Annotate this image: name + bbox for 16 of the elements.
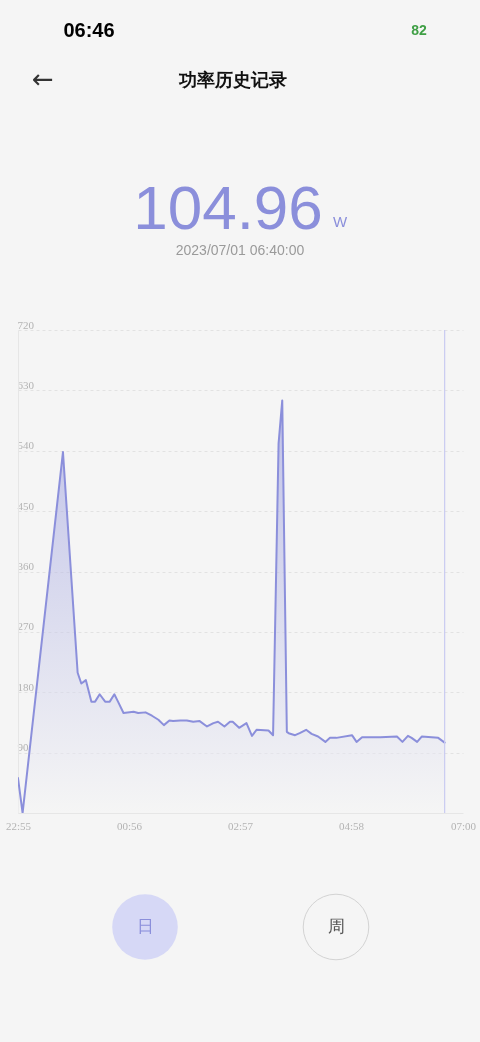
y-tick-label: 180 xyxy=(17,680,35,693)
x-tick-label: 02:57 xyxy=(228,819,254,832)
text: 周 xyxy=(327,916,345,936)
x-tick-label: 22:55 xyxy=(5,819,32,832)
text: ← xyxy=(32,64,54,94)
text: 日 xyxy=(136,916,154,936)
text: 104.96 xyxy=(133,173,323,242)
text: W xyxy=(333,213,348,230)
x-tick-label: 04:58 xyxy=(339,819,365,832)
x-tick-label: 00:56 xyxy=(116,819,143,832)
text: 2023/07/01 06:40:00 xyxy=(175,242,305,258)
x-tick-label: 07:00 xyxy=(450,819,477,832)
chart-title: 功率历史记录 xyxy=(178,69,287,90)
text: 82 xyxy=(411,22,427,38)
y-tick-label: 720 xyxy=(17,318,35,331)
text: 06:46 xyxy=(63,19,115,41)
